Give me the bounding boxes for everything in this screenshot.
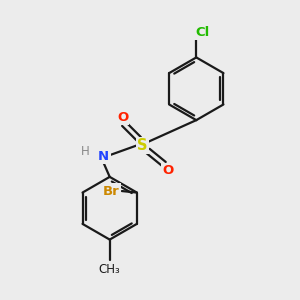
Text: O: O — [117, 111, 128, 124]
Text: N: N — [98, 150, 109, 163]
Text: H: H — [81, 145, 90, 158]
Text: Br: Br — [103, 184, 119, 198]
Text: Cl: Cl — [196, 26, 210, 39]
Text: CH₃: CH₃ — [99, 262, 121, 276]
Text: S: S — [137, 138, 148, 153]
Text: O: O — [162, 164, 173, 177]
